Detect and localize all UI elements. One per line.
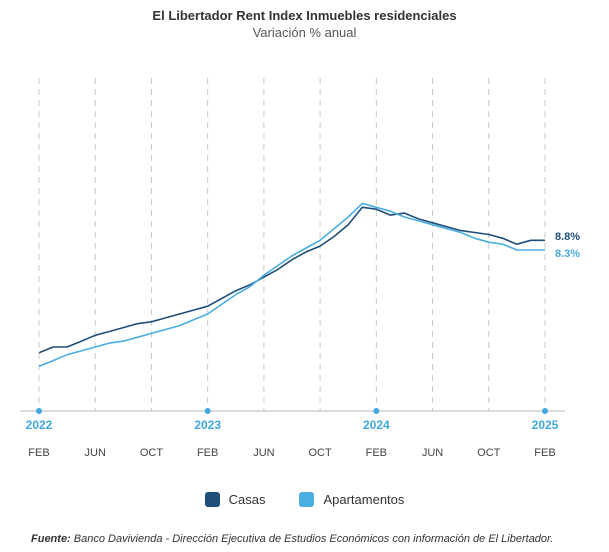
year-label: 2023 xyxy=(194,418,221,432)
legend-item-apartamentos[interactable]: Apartamentos xyxy=(299,492,404,507)
x-tick-label: JUN xyxy=(253,447,274,459)
end-label-casas: 8.8% xyxy=(555,231,580,243)
x-tick-label: FEB xyxy=(534,447,555,459)
x-tick-label: JUN xyxy=(422,447,443,459)
source-label: Fuente: xyxy=(31,533,71,545)
legend-item-casas[interactable]: Casas xyxy=(204,492,266,507)
legend-label-apartamentos: Apartamentos xyxy=(323,492,405,507)
series-line-casas xyxy=(38,206,545,354)
x-tick-label: OCT xyxy=(477,447,501,459)
year-marker xyxy=(373,408,380,414)
year-marker xyxy=(36,408,42,414)
x-tick-label: OCT xyxy=(140,447,164,459)
legend-label-casas: Casas xyxy=(228,492,266,507)
year-label: 2022 xyxy=(26,418,53,432)
chart-title: El Libertador Rent Index Inmuebles resid… xyxy=(152,8,457,23)
legend-swatch-apartamentos xyxy=(299,492,315,507)
source-text: Banco Davivienda - Dirección Ejecutiva d… xyxy=(73,533,554,545)
x-tick-label: FEB xyxy=(197,447,218,459)
x-tick-label: JUN xyxy=(85,447,106,459)
x-tick-label: FEB xyxy=(366,447,387,459)
year-marker xyxy=(204,408,211,414)
legend-swatch-casas xyxy=(204,492,220,507)
source-note: Fuente: Banco Davivienda - Dirección Eje… xyxy=(31,533,553,545)
year-label: 2024 xyxy=(363,418,390,432)
x-tick-label: OCT xyxy=(308,447,332,459)
legend: Casas Apartamentos xyxy=(0,492,609,507)
end-label-apartamentos: 8.3% xyxy=(555,248,580,260)
year-marker xyxy=(542,408,548,414)
series-line-apartamentos xyxy=(38,202,545,368)
year-label: 2025 xyxy=(532,418,559,432)
x-tick-label: FEB xyxy=(28,447,49,459)
chart-subtitle: Variación % anual xyxy=(252,25,357,40)
